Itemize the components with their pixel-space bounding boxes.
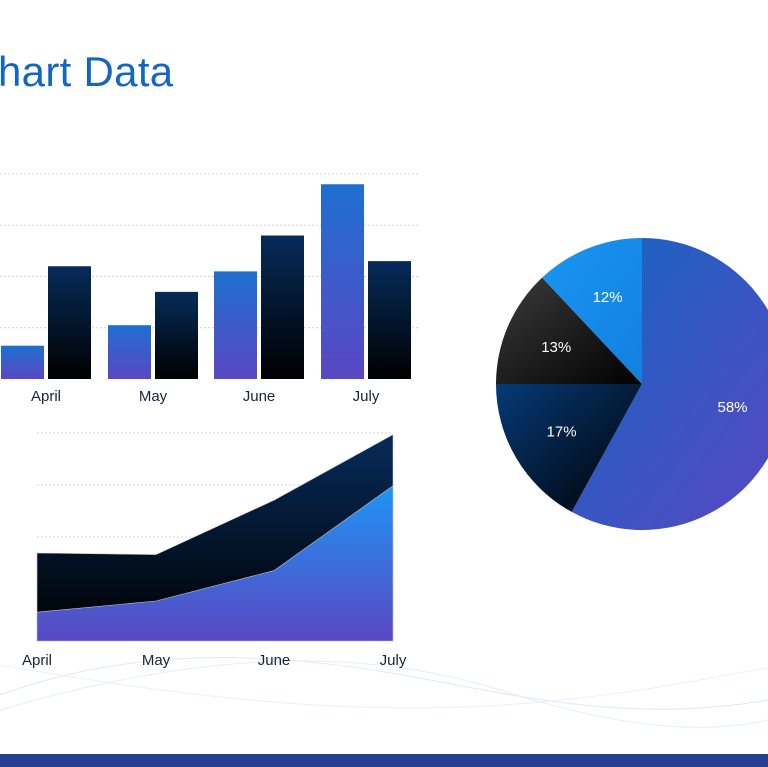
pie-slice: [542, 238, 642, 384]
x-tick-label: June: [243, 388, 276, 405]
x-tick-label: April: [31, 388, 61, 405]
wave-line: [0, 664, 768, 709]
bar: [155, 291, 198, 379]
pie-label: 13%: [541, 339, 571, 356]
wave-line: [0, 660, 768, 728]
pie-slice: [496, 384, 642, 512]
pie-label: 58%: [717, 399, 747, 416]
x-tick-label: April: [22, 652, 52, 669]
bar: [48, 266, 91, 379]
footer-bar: [0, 754, 768, 767]
x-tick-label: May: [142, 652, 171, 669]
wave-line: [0, 657, 768, 710]
pie-slice: [496, 277, 642, 384]
area-chart: April May June July: [22, 432, 407, 669]
x-tick-label: July: [380, 652, 407, 669]
bar-chart: April May June July: [0, 173, 418, 405]
x-tick-label: May: [139, 388, 168, 405]
pie-slice: [571, 238, 768, 530]
pie-chart: 58% 17% 13% 12%: [496, 238, 768, 530]
bar: [214, 271, 257, 379]
x-tick-label: June: [258, 652, 291, 669]
bar: [368, 261, 411, 379]
x-tick-label: July: [353, 388, 380, 405]
pie-label: 17%: [547, 424, 577, 441]
bar: [108, 325, 151, 379]
bar: [321, 184, 364, 379]
bar: [261, 235, 304, 379]
bar: [1, 345, 44, 379]
slide-title: hart Data: [0, 48, 174, 95]
pie-label: 12%: [593, 289, 623, 306]
area-series: [36, 485, 394, 642]
